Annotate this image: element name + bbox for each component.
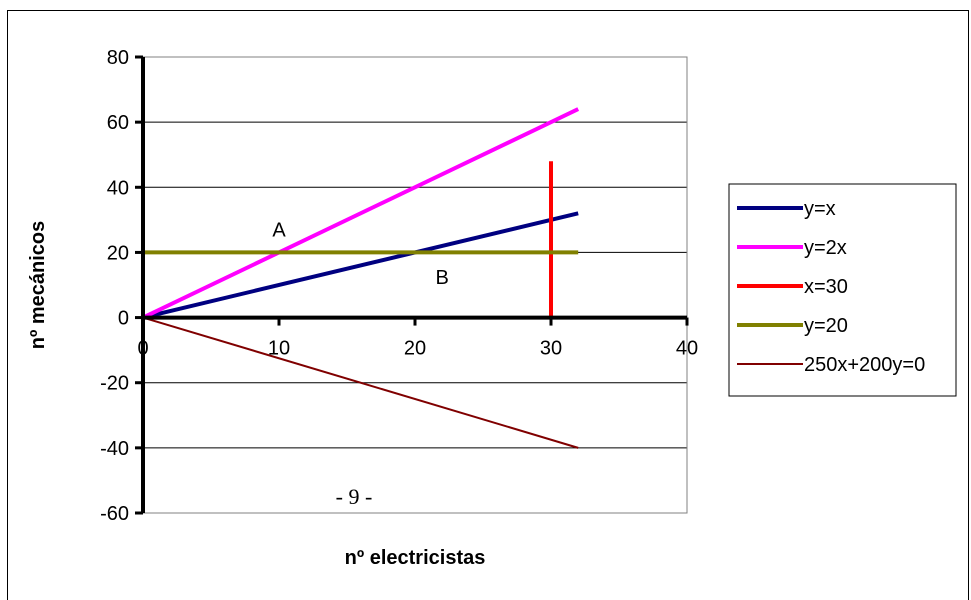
tick-labels: 80 60 40 20 0 -20 -40 -60 0 10 20 30 40 [100,47,698,525]
x-tick-label: 20 [404,338,426,360]
x-axis-title: nº electricistas [345,547,486,569]
y-tick-label: 40 [107,177,129,199]
chart-frame [7,10,969,600]
y-axis-title: nº mecánicos [27,221,49,349]
x-tick-label: 40 [676,338,698,360]
x-tick-label: 0 [137,338,148,360]
series-layer [142,107,580,449]
y-tick-label: 60 [107,112,129,134]
legend-box [728,183,957,397]
legend: y=x y=2x x=30 y=20 250x+200y=0 [728,183,957,397]
legend-label-3: x=30 [804,276,848,298]
series-line-2 [142,107,580,320]
legend-label-1: y=x [804,198,836,220]
page-number: - 9 - [336,484,373,509]
y-tick-label: 0 [118,308,129,330]
series-line-5 [142,316,579,449]
x-tick-label: 30 [540,338,562,360]
annotation-label: A [272,220,286,242]
y-tick-label: -60 [100,503,129,525]
y-tick-label: 20 [107,242,129,264]
series-line-1 [142,211,579,320]
legend-label-2: y=2x [804,237,847,259]
annotation-label: B [436,267,449,289]
axes [135,55,689,515]
legend-label-5: 250x+200y=0 [804,354,925,376]
legend-label-4: y=20 [804,315,848,337]
y-tick-label: -40 [100,438,129,460]
y-tick-label: -20 [100,373,129,395]
y-tick-label: 80 [107,47,129,69]
x-tick-label: 10 [268,338,290,360]
annotations: AB [272,220,449,289]
plot-area-border [142,56,688,514]
